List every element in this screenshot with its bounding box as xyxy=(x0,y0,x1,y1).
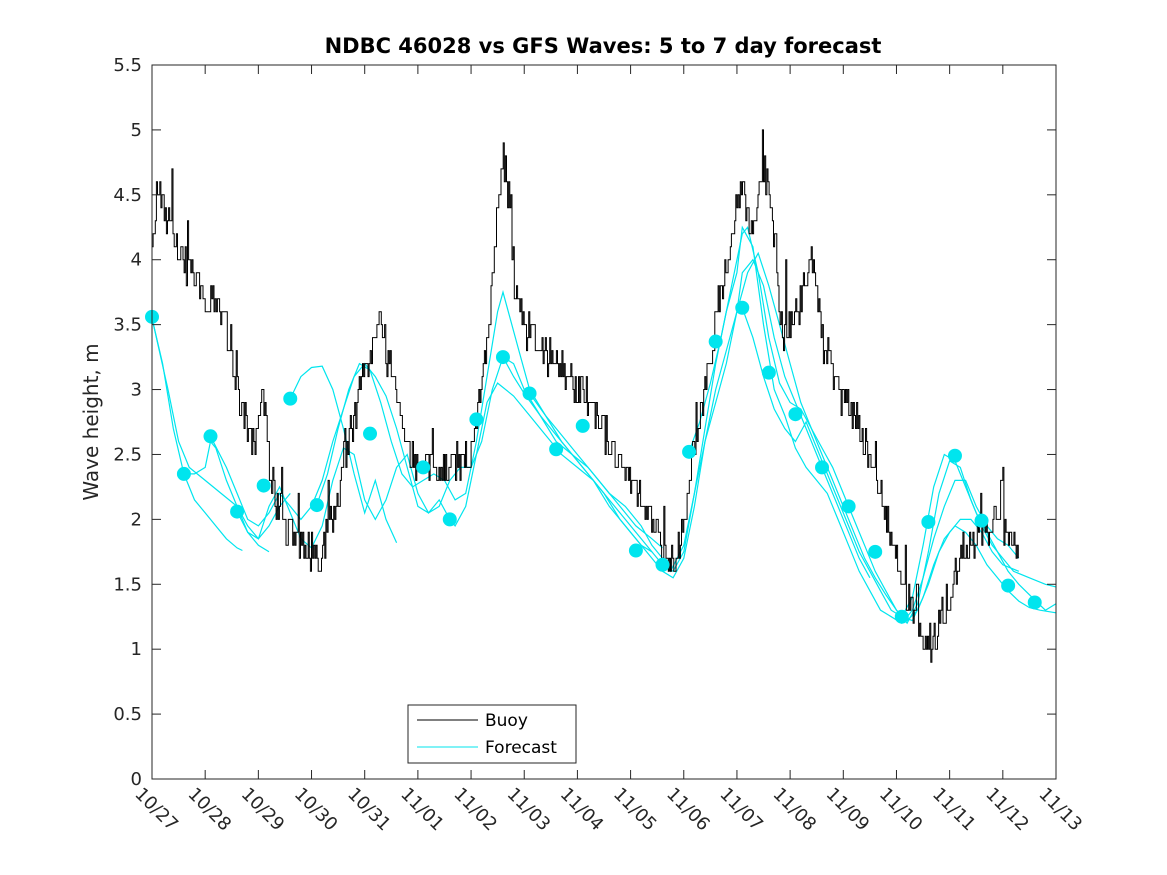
forecast-marker xyxy=(974,513,989,528)
forecast-line xyxy=(183,473,243,552)
forecast-marker xyxy=(655,557,670,572)
forecast-markers xyxy=(145,300,1042,624)
legend-forecast-label: Forecast xyxy=(485,738,557,758)
y-tick-label: 2 xyxy=(131,509,142,530)
forecast-marker xyxy=(363,426,378,441)
forecast-marker xyxy=(947,448,962,463)
forecast-line xyxy=(151,317,291,540)
buoy-line xyxy=(152,129,1019,663)
y-tick-label: 4.5 xyxy=(113,185,142,206)
forecast-marker xyxy=(575,418,590,433)
buoy-series xyxy=(152,129,1019,663)
forecast-marker xyxy=(1027,595,1042,610)
forecast-marker xyxy=(309,498,324,513)
forecast-marker xyxy=(788,407,803,422)
forecast-marker xyxy=(761,365,776,380)
forecast-marker xyxy=(283,391,298,406)
forecast-marker xyxy=(894,609,909,624)
forecast-marker xyxy=(469,412,484,427)
y-axis-label: Wave height, m xyxy=(79,343,103,500)
forecast-marker xyxy=(203,429,218,444)
forecast-marker xyxy=(841,499,856,514)
y-axis: 0 0.5 1 1.5 2 2.5 3 3.5 4 4.5 5 5.5 xyxy=(113,55,1056,790)
forecast-marker xyxy=(522,386,537,401)
y-tick-label: 5 xyxy=(131,120,142,141)
y-tick-label: 0.5 xyxy=(113,704,142,725)
forecast-marker xyxy=(176,466,191,481)
plot-frame xyxy=(151,64,1057,780)
y-tick-label: 1 xyxy=(131,639,142,660)
y-tick-label: 5.5 xyxy=(113,55,142,76)
forecast-marker xyxy=(868,544,883,559)
y-tick-label: 2.5 xyxy=(113,444,142,465)
forecast-line xyxy=(289,365,398,543)
forecast-marker xyxy=(230,504,245,519)
forecast-marker xyxy=(682,444,697,459)
forecast-line xyxy=(529,258,871,579)
y-tick-label: 1.5 xyxy=(113,574,142,595)
plot-area xyxy=(152,65,1056,779)
legend-buoy-label: Buoy xyxy=(485,711,528,731)
forecast-marker xyxy=(442,512,457,527)
forecast-marker xyxy=(549,442,564,457)
forecast-marker xyxy=(815,460,830,475)
forecast-marker xyxy=(708,334,723,349)
forecast-marker xyxy=(921,514,936,529)
y-tick-label: 3 xyxy=(131,380,142,401)
forecast-marker xyxy=(1001,578,1016,593)
forecast-marker xyxy=(495,350,510,365)
legend: Buoy Forecast xyxy=(407,704,577,764)
y-tick-label: 0 xyxy=(131,769,142,790)
y-tick-label: 4 xyxy=(131,250,142,271)
chart-title: NDBC 46028 vs GFS Waves: 5 to 7 day fore… xyxy=(325,34,882,58)
forecast-marker xyxy=(256,478,271,493)
forecast-marker xyxy=(735,300,750,315)
legend-box xyxy=(407,704,577,764)
forecast-marker xyxy=(628,543,643,558)
y-tick-label: 3.5 xyxy=(113,315,142,336)
forecast-line xyxy=(502,251,1020,622)
forecast-marker xyxy=(416,460,431,475)
